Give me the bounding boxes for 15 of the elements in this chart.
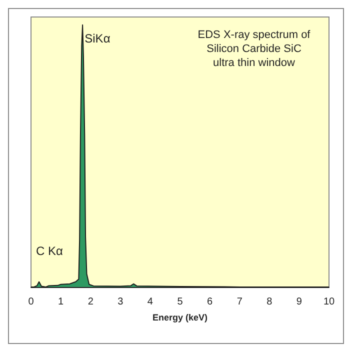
annotation: SiKα <box>84 32 110 46</box>
x-tick-label: 9 <box>296 296 302 308</box>
x-axis-title: Energy (keV) <box>152 312 208 322</box>
x-tick-label: 6 <box>207 296 214 308</box>
annotation: C Kα <box>36 244 64 258</box>
x-tick-label: 10 <box>323 296 335 308</box>
x-tick-label: 1 <box>58 296 64 308</box>
x-tick-label: 7 <box>236 296 243 308</box>
x-tick-label: 3 <box>118 296 124 308</box>
x-tick-label: 5 <box>177 296 184 308</box>
x-tick-label: 2 <box>88 296 94 308</box>
text: EDS X-ray spectrum of Silicon Carbide SiC ultra thin window <box>198 29 312 69</box>
x-tick-label: 0 <box>28 296 34 308</box>
x-tick-label: 4 <box>147 296 154 308</box>
x-tick-label: 8 <box>266 296 273 308</box>
